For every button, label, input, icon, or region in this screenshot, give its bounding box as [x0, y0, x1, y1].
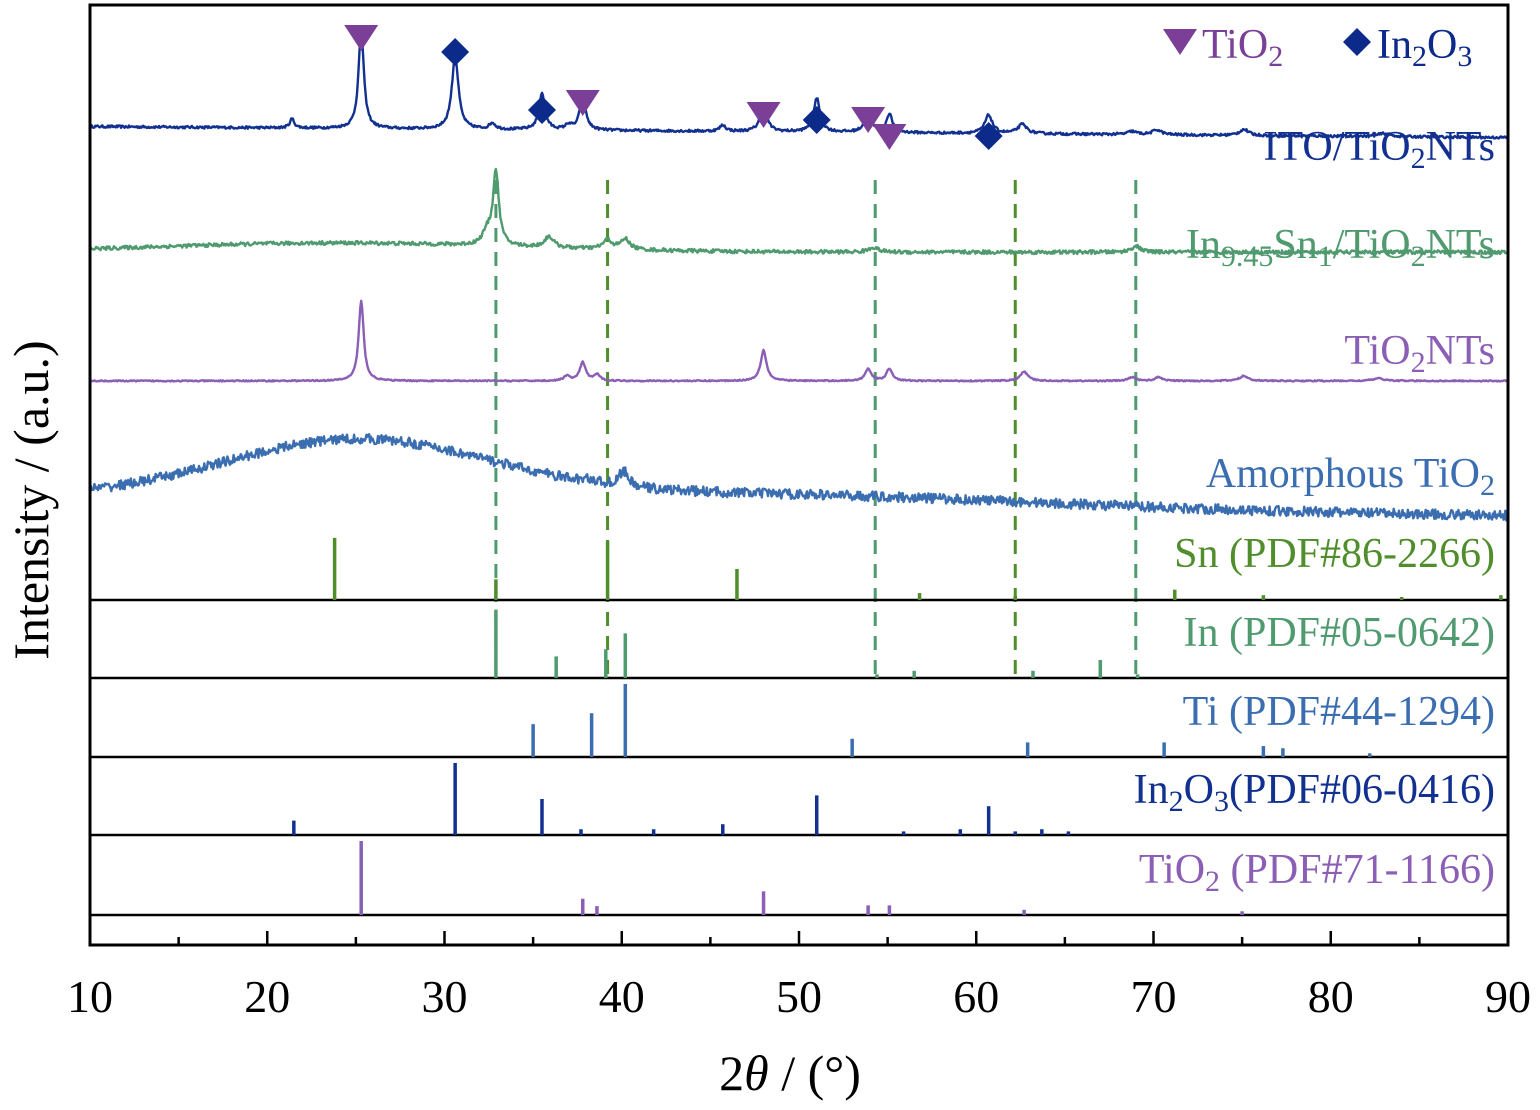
trace-label-2: TiO2NTs	[1344, 328, 1495, 379]
diamond-marker-8	[974, 122, 1003, 150]
triangle-marker-3	[565, 90, 600, 116]
ref-label-3: In2O3(PDF#06-0416)	[1134, 767, 1495, 818]
reference-panels	[90, 537, 1508, 917]
triangle-marker-7	[872, 124, 907, 150]
x-tick-label-30: 30	[422, 971, 468, 1022]
trace-line-2	[89, 299, 1509, 383]
ref-label-1: In (PDF#05-0642)	[1184, 610, 1496, 656]
guide-lines	[494, 180, 1138, 678]
triangle-marker-4	[746, 102, 781, 128]
axes: 10 20 30 40 50 60 70 80 90 2θ / (°) Intensity / (a…	[3, 3, 1531, 1101]
x-tick-label-50: 50	[776, 971, 822, 1022]
diamond-marker-2	[527, 96, 556, 124]
trace-labels: ITO/TiO2NTs In9.45Sn1/TiO2NTs TiO2NTs Amorp…	[1134, 124, 1495, 898]
legend: TiO2 In2O3	[1163, 22, 1472, 73]
triangle-marker-6	[851, 107, 886, 133]
x-axis-title: 2θ / (°)	[719, 1045, 861, 1101]
legend-diamond-icon	[1343, 28, 1371, 56]
legend-label-in2o3: In2O3	[1377, 22, 1472, 73]
y-axis-title: Intensity / (a.u.)	[3, 340, 59, 659]
x-tick-label-20: 20	[244, 971, 290, 1022]
x-tick-label-80: 80	[1308, 971, 1354, 1022]
ref-label-2: Ti (PDF#44-1294)	[1183, 689, 1495, 735]
traces	[88, 29, 1510, 522]
x-tick-label-10: 10	[67, 971, 113, 1022]
diamond-marker-1	[441, 38, 470, 66]
trace-label-1: In9.45Sn1/TiO2NTs	[1186, 222, 1495, 273]
legend-triangle-icon	[1163, 29, 1197, 55]
diamond-marker-5	[802, 106, 831, 134]
x-tick-label-60: 60	[953, 971, 999, 1022]
legend-label-tio2: TiO2	[1202, 22, 1283, 73]
ref-label-4: TiO2 (PDF#71-1166)	[1139, 847, 1495, 898]
triangle-marker-0	[344, 25, 379, 51]
trace-line-1	[89, 167, 1509, 256]
ref-label-0: Sn (PDF#86-2266)	[1174, 531, 1495, 577]
trace-line-0	[88, 29, 1509, 140]
trace-line-3	[88, 433, 1510, 522]
trace-label-3: Amorphous TiO2	[1206, 451, 1495, 502]
trace-label-0: ITO/TiO2NTs	[1264, 124, 1495, 175]
x-tick-label-40: 40	[599, 971, 645, 1022]
x-tick-label-70: 70	[1131, 971, 1177, 1022]
peak-markers	[344, 25, 1003, 150]
x-tick-label-90: 90	[1485, 971, 1531, 1022]
